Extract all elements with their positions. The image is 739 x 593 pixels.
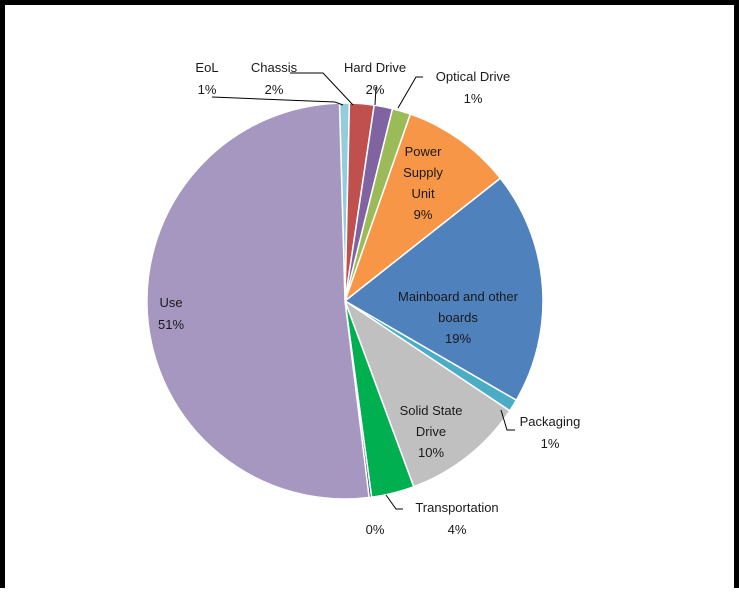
label-transportation: Transportation 4% — [415, 500, 498, 537]
label-packaging-pct: 1% — [541, 436, 560, 451]
label-psu-line3: Unit — [411, 186, 435, 201]
label-ssd: Solid State Drive 10% — [400, 403, 463, 460]
slice-power-supply-unit — [343, 113, 502, 304]
label-chassis-pct: 2% — [265, 82, 284, 97]
label-psu-line2: Supply — [403, 165, 443, 180]
label-mainboard-line1: Mainboard and other — [398, 289, 519, 304]
label-hard-drive-name: Hard Drive — [344, 60, 406, 75]
slice-use — [146, 102, 370, 500]
label-chassis: Chassis 2% — [251, 60, 298, 97]
slice-mainboard-and-other-boards — [343, 177, 544, 402]
pie-chart: EoL 1% Chassis 2% Hard Drive 2% Optical … — [146, 60, 581, 537]
label-psu: Power Supply Unit 9% — [403, 144, 443, 222]
label-use-pct: 51% — [158, 317, 184, 332]
label-psu-pct: 9% — [414, 207, 433, 222]
chassis-leader — [290, 72, 354, 106]
label-packaging: Packaging 1% — [520, 414, 581, 451]
label-chassis-name: Chassis — [251, 60, 298, 75]
label-zero-pct: 0% — [366, 522, 385, 537]
label-optical-drive: Optical Drive 1% — [436, 69, 510, 106]
label-mainboard: Mainboard and other boards 19% — [398, 289, 519, 346]
slice-solid-state-drive — [343, 299, 511, 488]
label-psu-line1: Power — [405, 144, 443, 159]
label-eol-pct: 1% — [198, 82, 217, 97]
label-use: Use 51% — [158, 295, 184, 332]
hard-drive-leader — [374, 86, 377, 106]
label-hard-drive: Hard Drive 2% — [344, 60, 406, 97]
label-use-name: Use — [159, 295, 182, 310]
label-optical-drive-name: Optical Drive — [436, 69, 510, 84]
label-ssd-line2: Drive — [416, 424, 446, 439]
label-mainboard-pct: 19% — [445, 331, 471, 346]
label-ssd-line1: Solid State — [400, 403, 463, 418]
label-packaging-name: Packaging — [520, 414, 581, 429]
packaging-leader — [500, 409, 515, 431]
pie-slices — [146, 102, 544, 500]
label-hard-drive-pct: 2% — [366, 82, 385, 97]
label-transportation-pct: 4% — [448, 522, 467, 537]
optical-drive-leader — [397, 76, 423, 109]
eol-leader — [211, 96, 344, 106]
label-ssd-pct: 10% — [418, 445, 444, 460]
label-optical-drive-pct: 1% — [464, 91, 483, 106]
label-eol: EoL 1% — [195, 60, 218, 97]
label-mainboard-line2: boards — [438, 310, 478, 325]
label-eol-name: EoL — [195, 60, 218, 75]
transportation-leader — [385, 494, 403, 510]
label-transportation-name: Transportation — [415, 500, 498, 515]
